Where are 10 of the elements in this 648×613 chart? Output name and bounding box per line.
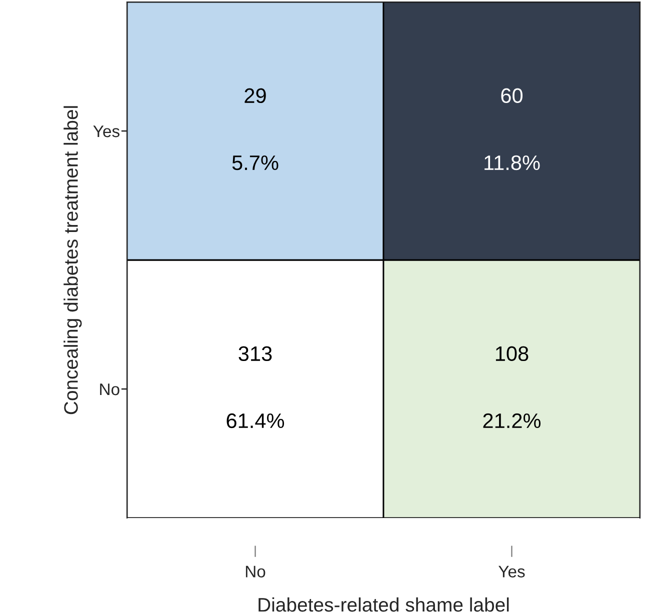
- annotation: 11.8%: [484, 155, 540, 170]
- annotation: 61.4%: [226, 413, 284, 428]
- data-label: 313: [238, 346, 272, 362]
- data-label: 108: [496, 346, 528, 362]
- annotation: 5.7%: [232, 155, 278, 170]
- data-label: 60: [501, 88, 523, 104]
- x-axis-title: Diabetes-related shame label: [258, 597, 509, 612]
- y-axis-title: Concealing diabetes treatment label: [64, 106, 82, 414]
- annotation: 21.2%: [483, 413, 541, 428]
- data-label: 29: [244, 88, 266, 104]
